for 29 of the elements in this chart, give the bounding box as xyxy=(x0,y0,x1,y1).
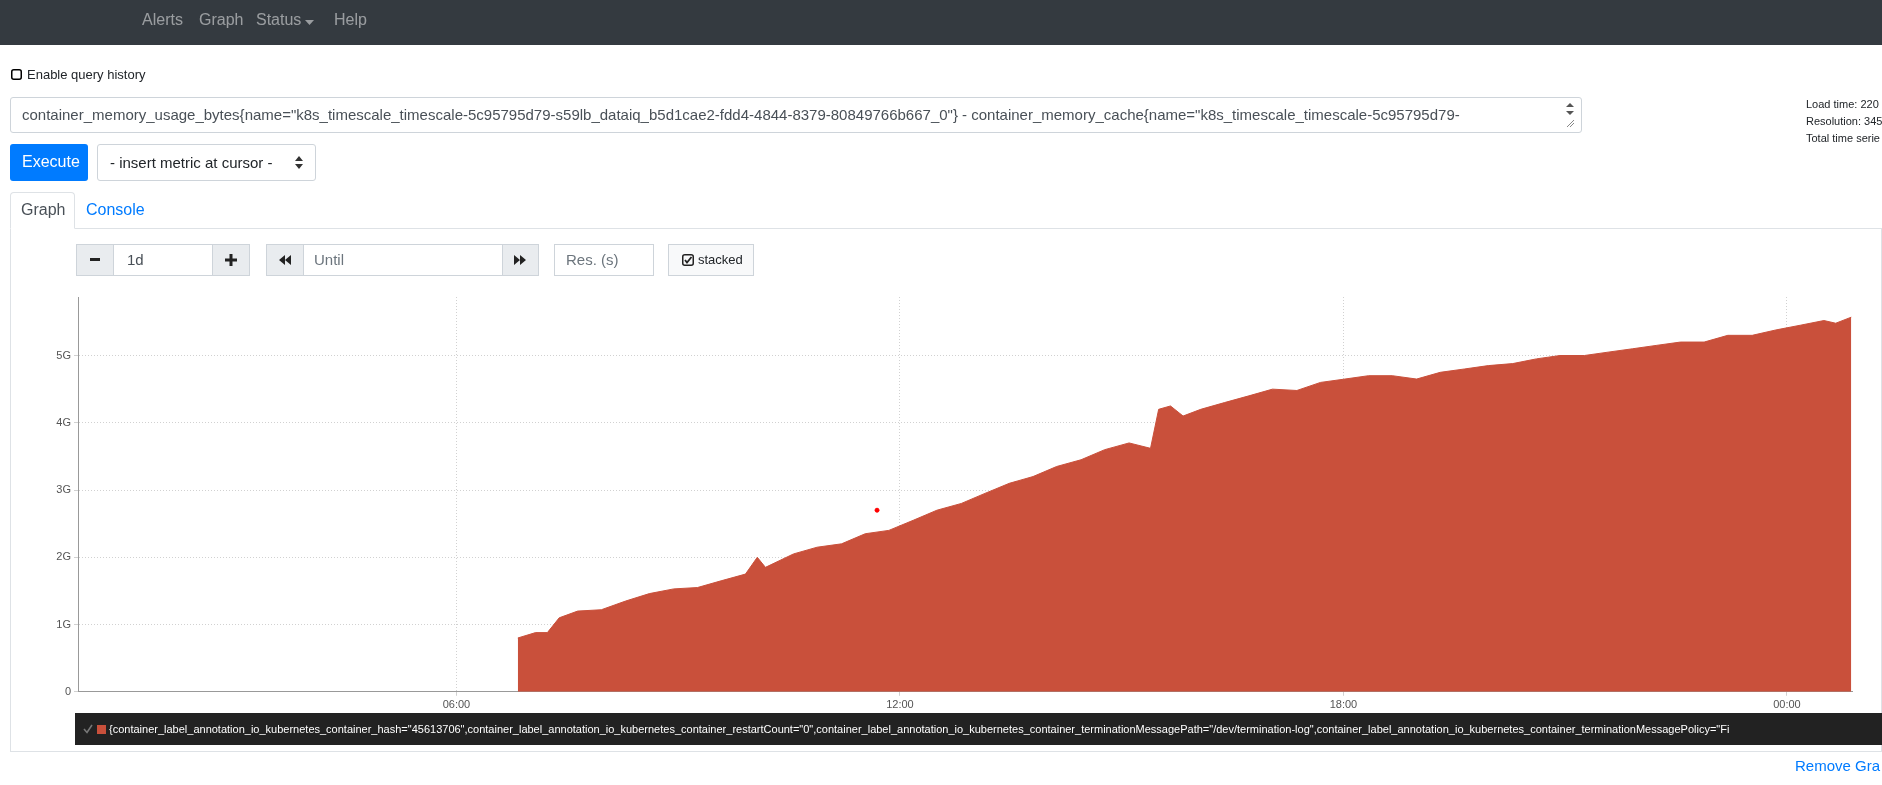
text: Resolution: 345 xyxy=(1806,115,1882,127)
legend-label: {container_label_annotation_io_kubernetes_container_hash="45613706",container_label_annotation_io_kubernetes_container_restartCount="0",container_label_annotation_io_kubernetes_container_terminationMessagePath="/dev/termination-log",container_label_annotation_io_kubernetes_container_terminationMessagePolicy="Fi xyxy=(109,723,1730,735)
text: Until xyxy=(314,251,345,268)
y-tick-label: 1G xyxy=(56,617,71,630)
x-tick-label: 12:00 xyxy=(886,698,914,711)
text: Alerts xyxy=(142,11,183,29)
text: container_memory_usage_bytes{name="k8s_timescale_timescale-5c95795d79-s59lb_dataiq_b5d1cae2-fdd4-4844-8379-80849766b667_0"} - container_memory_cache{name="k8s_timescale_timescale-5c95795d79- xyxy=(22,106,1461,123)
text: Enable query history xyxy=(27,67,146,82)
text: Graph xyxy=(21,201,66,219)
x-tick-label: 06:00 xyxy=(442,698,471,711)
text: Load time: 220 xyxy=(1806,98,1879,110)
text: Graph xyxy=(199,11,244,29)
y-tick-label: 2G xyxy=(56,550,71,563)
text: Remove Gra xyxy=(1795,757,1881,774)
y-tick-label: 3G xyxy=(56,483,71,496)
x-tick-label: 18:00 xyxy=(1329,698,1358,711)
text: Console xyxy=(86,201,145,219)
text: Help xyxy=(334,11,367,29)
x-tick-label: 00:00 xyxy=(1773,698,1801,711)
y-tick-label: 4G xyxy=(56,415,71,428)
y-tick-label: 5G xyxy=(56,348,71,361)
text: 1d xyxy=(127,251,144,268)
text: Total time serie xyxy=(1806,132,1880,144)
text: Execute xyxy=(22,153,80,171)
text: Res. (s) xyxy=(566,251,619,268)
text: Status xyxy=(256,11,302,29)
y-tick-label: 0 xyxy=(64,684,71,697)
text: stacked xyxy=(698,252,743,267)
text: - insert metric at cursor - xyxy=(110,154,273,171)
